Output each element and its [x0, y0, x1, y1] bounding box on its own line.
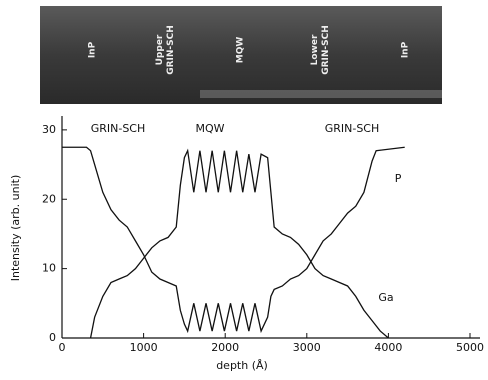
image-label: InP	[88, 41, 98, 58]
series-label: Ga	[378, 291, 393, 304]
x-tick-label: 2000	[211, 341, 239, 354]
image-label: GRIN-SCH	[321, 25, 331, 75]
figure: depth (Å) Intensity (arb. unit) GRIN-SCH…	[0, 0, 488, 376]
tem-band	[200, 90, 442, 98]
y-tick-label: 10	[42, 262, 56, 275]
image-label: Lower	[310, 34, 320, 65]
x-tick-label: 0	[59, 341, 66, 354]
annotation: GRIN-SCH	[91, 122, 146, 135]
page: {"image_labels": [["InP"], ["Upper", "GR…	[0, 0, 488, 376]
series-line	[91, 151, 389, 338]
image-label: InP	[401, 41, 411, 58]
x-tick-label: 1000	[130, 341, 158, 354]
y-tick-label: 20	[42, 192, 56, 205]
y-tick-label: 0	[49, 331, 56, 344]
y-tick-label: 30	[42, 123, 56, 136]
annotation: GRIN-SCH	[325, 122, 380, 135]
x-tick-label: 5000	[456, 341, 484, 354]
image-label: MQW	[236, 37, 246, 64]
x-axis-label: depth (Å)	[216, 359, 268, 372]
image-label: Upper	[155, 34, 165, 65]
y-axis-label: Intensity (arb. unit)	[9, 175, 22, 282]
x-tick-label: 3000	[293, 341, 321, 354]
annotation: MQW	[195, 122, 224, 135]
series-label: P	[395, 172, 402, 185]
x-tick-label: 4000	[374, 341, 402, 354]
image-label: GRIN-SCH	[166, 25, 176, 75]
